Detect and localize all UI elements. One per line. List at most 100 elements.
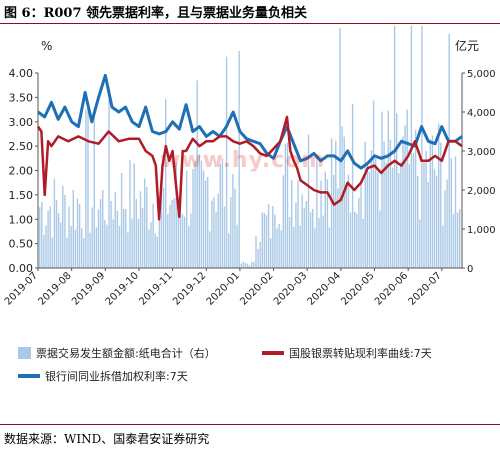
volume-bar [232,173,234,268]
volume-bar [454,156,457,268]
volume-bar [188,226,190,268]
x-tick-label: 2019-11 [137,270,174,307]
volume-bar [173,198,175,268]
volume-bar [427,181,429,268]
volume-bar [177,197,179,268]
volume-bar [213,197,215,268]
volume-bar [305,201,308,268]
volume-bar [97,209,100,268]
volume-bar [333,174,335,268]
volume-bar [139,191,142,268]
volume-bar [196,80,198,269]
volume-bar [64,195,66,268]
volume-bar [389,139,392,268]
volume-bar [57,213,60,268]
volume-bar [370,150,373,268]
volume-bar [375,158,377,268]
volume-bar [423,162,425,268]
left-tick-label: 2.00 [9,165,34,178]
r007-line [37,73,463,170]
legend-label-volume: 票据交易发生额金额:纸电合计（右） [36,347,216,360]
watermark-text: www.hy.com [160,148,326,173]
volume-bar [385,162,387,268]
volume-bar [120,172,123,268]
volume-bar [419,219,421,268]
right-tick-label: 5,000 [467,69,496,80]
volume-bar [326,179,329,268]
volume-bar [169,204,171,268]
volume-bar [102,189,104,268]
volume-bar [259,242,261,268]
volume-bar [108,86,110,268]
volume-bar [372,100,375,268]
x-tick-label: 2019-12 [171,270,208,307]
volume-bar [425,150,427,268]
volume-bar [171,200,173,268]
volume-bar [190,213,192,268]
volume-bar [450,158,452,268]
volume-bar [238,51,240,268]
left-tick-label: 4.00 [9,67,34,80]
volume-bar [320,180,322,268]
right-tick-label: 1,000 [467,225,496,236]
volume-bar [448,33,450,268]
volume-bar [183,216,186,268]
volume-bar [211,200,213,268]
volume-bar [125,209,127,268]
discount-rate-line [36,115,463,221]
volume-bar [93,107,95,268]
volume-bar [440,142,442,268]
left-tick-label: 1.50 [9,189,34,202]
x-tick-label: 2019-07 [3,270,40,307]
volume-bar [303,208,305,268]
volume-bar [95,227,98,268]
volume-bar [398,172,400,268]
volume-bar [270,238,272,268]
volume-bar [442,225,444,268]
volume-bar [284,144,287,268]
volume-bar [337,188,339,268]
volume-bar [179,198,182,268]
volume-bar [267,204,270,268]
volume-bar [299,225,301,268]
volume-bar [322,215,324,268]
x-tick-label: 2019-09 [70,270,107,307]
volume-bar [152,203,154,268]
left-tick-label: 1.00 [9,213,34,226]
volume-bar [263,213,266,268]
volume-bar [379,210,381,268]
volume-bar [104,220,106,268]
volume-bar [225,56,228,269]
volume-bar [156,236,158,268]
volume-bar [162,187,165,268]
volume-bar [236,224,238,268]
volume-bar [291,179,293,268]
volume-bar [368,172,371,268]
volume-bar [402,136,404,268]
volume-bar [293,227,295,268]
volume-bar [228,233,230,268]
volume-bar [253,261,255,268]
volume-bar [123,209,125,268]
volume-bar [257,249,259,268]
volume-bar [72,189,74,268]
legend-item-discount: 国股银票转贴现利率曲线:7天 [262,345,432,361]
legend-item-volume: 票据交易发生额金额:纸电合计（右） [18,345,216,361]
volume-bar [381,111,383,268]
volume-bar [412,153,415,268]
volume-bar [146,187,148,268]
volume-bar [83,238,85,268]
volume-bar [110,201,112,268]
chart-area: 0.00 0.50 1.00 1.50 2.00 2.50 3.00 3.50 4.00 0 1,0… [3,26,496,308]
left-axis-unit: % [41,39,52,53]
left-tick-label: 2.50 [9,140,34,153]
x-tick-label: 2020-04 [306,270,343,307]
legend-label-discount: 国股银票转贴现利率曲线:7天 [289,347,432,360]
volume-bar [328,227,331,268]
volume-bar [282,175,284,268]
volume-bar [391,167,394,268]
volume-bar [127,232,129,268]
volume-bar [444,190,446,268]
volume-bar [45,225,47,268]
volume-bar [246,263,249,268]
